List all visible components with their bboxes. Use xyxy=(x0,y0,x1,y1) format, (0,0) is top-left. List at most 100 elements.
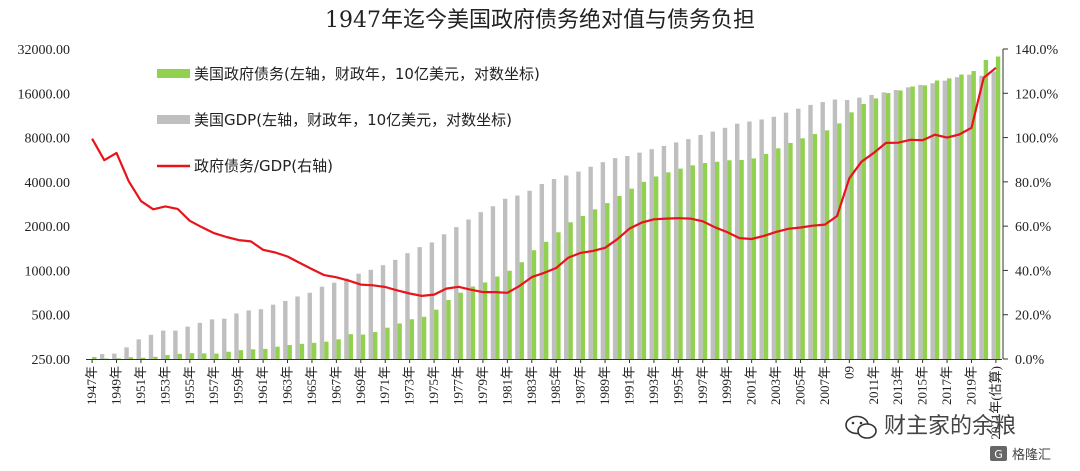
gdp-bar xyxy=(576,171,581,359)
debt-bar xyxy=(947,78,952,359)
left-axis-tick-label: 500.00 xyxy=(32,309,71,324)
debt-bar xyxy=(702,163,708,359)
x-axis-tick-label: 2015年 xyxy=(915,366,930,405)
gdp-bar xyxy=(796,108,801,359)
debt-bar xyxy=(934,80,940,359)
debt-bar xyxy=(544,241,549,359)
debt-bar xyxy=(507,270,512,359)
gdp-bar xyxy=(502,198,508,359)
gdp-bar xyxy=(441,234,447,359)
gdp-bar xyxy=(906,87,911,359)
gdp-bar xyxy=(649,149,654,359)
debt-bar xyxy=(275,346,280,359)
debt-bar xyxy=(189,353,195,359)
debt-bar xyxy=(714,161,720,359)
gdp-bar xyxy=(637,152,642,359)
debt-to-gdp-line xyxy=(91,66,997,297)
debt-bar xyxy=(727,160,732,359)
gdp-bar xyxy=(490,206,496,359)
debt-bar xyxy=(800,138,805,359)
debt-bar xyxy=(434,309,439,359)
gdp-bar xyxy=(991,71,996,359)
x-axis-tick-label: 2001年 xyxy=(744,366,759,405)
debt-bar xyxy=(849,112,854,359)
gdp-bar xyxy=(918,84,923,360)
left-axis-tick-label: 8000.00 xyxy=(25,132,71,147)
debt-bar xyxy=(214,353,219,359)
debt-bar xyxy=(629,188,634,359)
gdp-bar xyxy=(160,330,166,359)
x-axis-tick-label: 1953年 xyxy=(157,366,172,405)
gdp-bar xyxy=(319,286,325,359)
x-axis-tick-label: 2017年 xyxy=(939,366,954,405)
chart-title: 1947年迄今美国政府债务绝对值与债务负担 xyxy=(325,8,755,33)
gdp-bar xyxy=(881,92,886,359)
debt-bar xyxy=(92,356,97,359)
x-axis-tick-label: 1969年 xyxy=(353,366,368,405)
debt-bar xyxy=(873,98,879,360)
x-axis-tick-label: 1995年 xyxy=(670,366,685,405)
debt-bar xyxy=(666,172,671,359)
x-axis-tick-label: 1963年 xyxy=(280,366,295,405)
ratio-polyline xyxy=(91,66,997,297)
gdp-bar xyxy=(393,259,398,359)
debt-bar xyxy=(446,300,451,359)
debt-bar xyxy=(458,292,463,359)
debt-bar xyxy=(824,130,830,359)
x-axis-tick-label: 1999年 xyxy=(719,366,734,405)
debt-bar xyxy=(470,286,476,359)
gdp-bar xyxy=(344,278,349,359)
x-axis-tick-label: 2003年 xyxy=(768,366,783,405)
debt-bar xyxy=(104,358,109,360)
gdp-bar xyxy=(820,102,825,360)
debt-bar xyxy=(556,232,561,359)
debt-bar xyxy=(360,334,366,359)
x-axis-tick-label: 09 xyxy=(841,366,856,379)
debt-bar xyxy=(519,262,524,359)
gdp-bar xyxy=(527,190,532,359)
gdp-bar xyxy=(454,227,459,359)
legend-swatch-debt xyxy=(157,69,190,78)
x-axis-tick-label: 1985年 xyxy=(548,366,563,405)
gdp-bar xyxy=(857,97,862,359)
gdp-bar xyxy=(564,175,569,359)
gdp-bar xyxy=(429,242,435,359)
debt-bar xyxy=(128,357,134,359)
debt-bar xyxy=(898,90,903,359)
debt-bar xyxy=(605,203,610,359)
gdp-bar xyxy=(942,80,948,360)
x-axis-tick-label: 2007年 xyxy=(817,366,832,405)
legend-item-debt: 美国政府债务(左轴，财政年，10亿美元，对数坐标) xyxy=(157,65,540,83)
x-axis-tick-label: 1983年 xyxy=(524,366,539,405)
x-axis-tick-label: 1957年 xyxy=(206,366,221,405)
x-axis-tick-label: 1977年 xyxy=(451,366,466,405)
debt-bar xyxy=(751,158,757,359)
debt-bar xyxy=(299,343,305,359)
debt-bar xyxy=(140,357,146,359)
debt-bar xyxy=(959,74,964,359)
debt-bar xyxy=(885,93,891,359)
debt-bar xyxy=(153,356,158,359)
x-axis-tick-label: 1967年 xyxy=(328,366,343,405)
debt-bars xyxy=(92,56,1001,360)
gdp-bar xyxy=(832,99,838,360)
gdp-bar xyxy=(112,353,117,359)
debt-bar xyxy=(287,345,292,359)
debt-bar xyxy=(226,351,231,359)
gdp-bar xyxy=(869,95,874,359)
gdp-bar xyxy=(283,300,288,359)
right-axis: 0.0% 20.0% 40.0% 60.0% 80.0% 100.0% 120.0% 140.… xyxy=(1002,43,1059,368)
gdp-bar xyxy=(686,139,691,359)
debt-bar xyxy=(861,104,866,359)
debt-bar xyxy=(910,86,915,359)
gdp-bar xyxy=(808,104,813,360)
gdp-bar xyxy=(258,309,264,359)
gdp-bar xyxy=(771,116,777,359)
x-axis-tick-label: 1997年 xyxy=(695,366,710,405)
x-axis-tick-label: 1991年 xyxy=(622,366,637,405)
gdp-bar xyxy=(368,269,374,359)
gdp-bar xyxy=(735,123,740,360)
gdp-bar xyxy=(844,100,850,360)
x-axis-tick-label: 1981年 xyxy=(499,366,514,405)
left-axis-tick-label: 4000.00 xyxy=(25,176,71,191)
